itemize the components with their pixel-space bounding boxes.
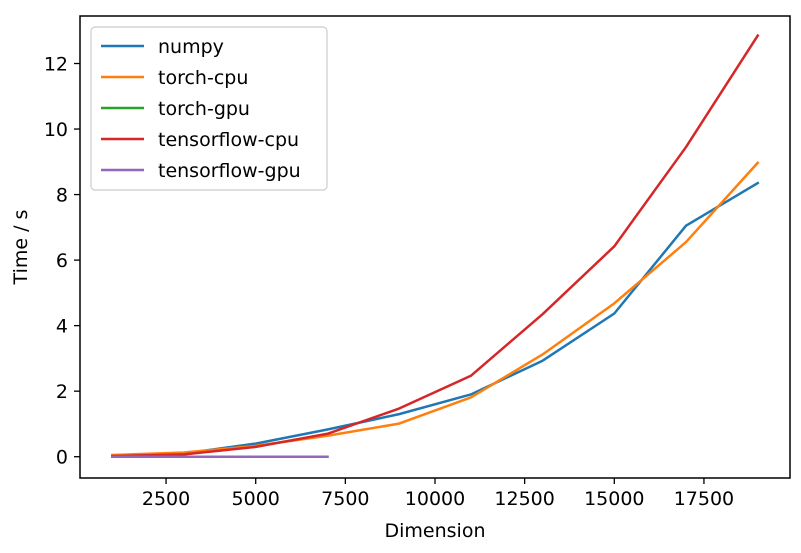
y-tick-label: 2 [56,381,68,403]
x-tick-label: 17500 [674,488,734,510]
y-axis-ticks: 0 2 4 6 8 10 12 [44,54,80,469]
series-layer [110,33,760,458]
y-tick-label: 0 [56,447,68,469]
x-tick-label: 2500 [142,488,190,510]
x-tick-label: 10000 [405,488,465,510]
y-tick-label: 10 [44,119,68,141]
legend-label-torch-gpu: torch-gpu [158,98,250,120]
legend-label-numpy: numpy [158,36,224,58]
legend-label-tensorflow-cpu: tensorflow-cpu [158,129,299,151]
legend-label-tensorflow-gpu: tensorflow-gpu [158,160,301,182]
y-tick-label: 4 [56,316,68,338]
x-tick-label: 12500 [494,488,554,510]
series-line-tensorflow-cpu [110,33,760,458]
x-tick-label: 5000 [232,488,280,510]
x-axis-label: Dimension [385,520,486,542]
x-tick-label: 15000 [584,488,644,510]
x-tick-label: 7500 [321,488,369,510]
y-axis-label: Time / s [10,210,32,286]
legend: numpy torch-cpu torch-gpu tensorflow-cpu ten… [90,26,328,191]
legend-label-torch-cpu: torch-cpu [158,67,248,89]
legend-box [90,26,328,191]
series-line-numpy [110,181,760,458]
y-tick-label: 6 [56,250,68,272]
series-line-torch-cpu [110,161,760,457]
y-tick-label: 8 [56,185,68,207]
x-axis-ticks: 2500 5000 7500 10000 12500 15000 17500 [142,478,734,510]
y-tick-label: 12 [44,54,68,76]
